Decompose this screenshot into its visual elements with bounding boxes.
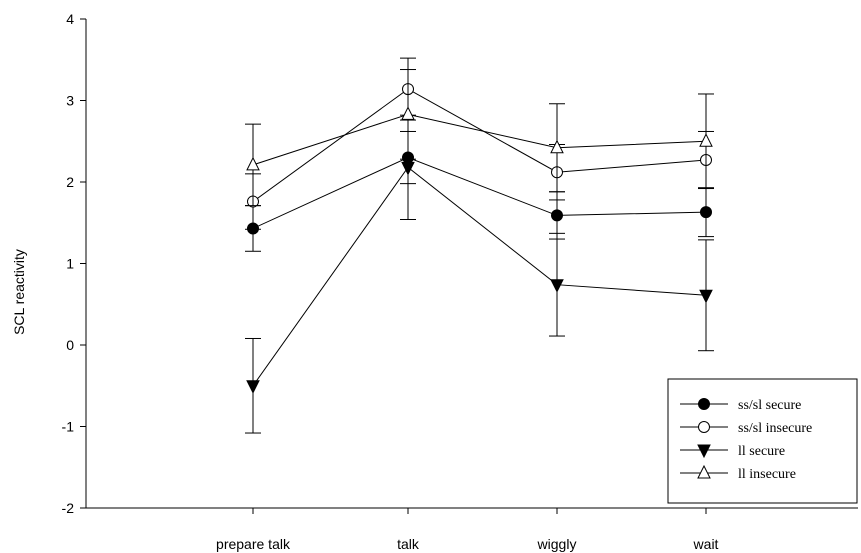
data-point [700,206,712,219]
legend-marker [697,464,711,479]
x-tick-label: wiggly [537,536,577,552]
legend-item: ss/sl insecure [680,421,812,436]
y-tick-label: 2 [66,174,74,190]
legend-label: ll insecure [738,467,796,482]
y-tick-label: 0 [66,337,74,353]
data-point [401,161,415,176]
data-point [246,156,260,171]
legend-label: ss/sl secure [738,398,801,413]
legend-item: ss/sl secure [680,398,801,413]
y-tick-label: 1 [66,256,74,272]
y-tick-label: -1 [62,419,75,435]
series-layer [245,57,714,434]
legend-item: ll insecure [680,464,796,482]
series-line [252,113,707,166]
legend-label: ss/sl insecure [738,421,812,436]
x-tick-label: talk [397,536,420,552]
legend-marker [697,444,711,459]
series-line [252,88,707,202]
legend-item: ll secure [680,444,785,459]
legend-box [667,378,858,504]
data-point [551,209,563,222]
series-ll-secure [245,114,714,434]
y-tick-label: 4 [66,11,74,27]
series-ss-sl-secure [245,130,714,252]
legend: ss/sl secure ss/sl insecure ll secure ll in… [667,378,858,504]
y-tick-label: -2 [62,500,75,516]
y-tick-label: 3 [66,93,74,109]
legend-marker [698,398,710,410]
data-point [699,133,713,147]
data-point [550,279,564,293]
legend-label: ll secure [738,444,785,459]
axes: -2 -1 0 1 2 3 4 prepare talk talk wiggly wait [62,11,858,552]
series-ll-insecure [245,69,714,207]
y-axis-label: SCL reactivity [11,249,27,335]
legend-marker [698,421,710,433]
data-point [699,289,713,304]
data-point [550,139,564,154]
x-tick-label: prepare talk [216,536,291,552]
series-line [252,166,707,387]
series-line [252,157,707,229]
data-point [246,380,260,394]
x-tick-label: wait [693,536,719,552]
data-point [401,106,415,120]
